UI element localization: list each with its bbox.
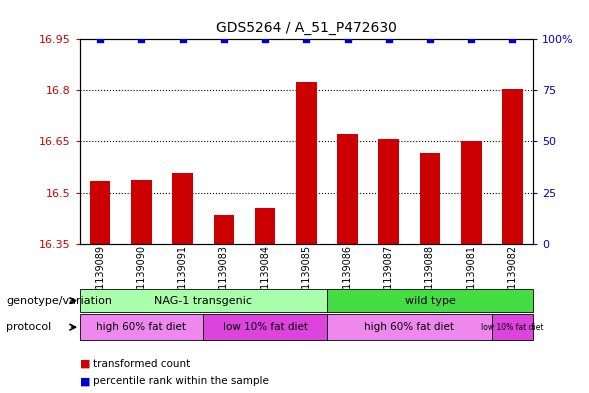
Text: low 10% fat diet: low 10% fat diet	[481, 323, 544, 332]
Bar	[378, 139, 399, 244]
Point	[425, 36, 435, 42]
Bar	[296, 82, 317, 244]
Text: high 60% fat diet: high 60% fat diet	[97, 322, 186, 332]
Point	[302, 36, 311, 42]
Text: transformed count: transformed count	[93, 358, 190, 369]
Text: NAG-1 transgenic: NAG-1 transgenic	[154, 296, 252, 306]
Text: protocol: protocol	[6, 322, 51, 332]
Bar	[502, 89, 523, 244]
Text: percentile rank within the sample: percentile rank within the sample	[93, 376, 269, 386]
Point	[508, 36, 517, 42]
Text: ■: ■	[80, 376, 90, 386]
Bar	[254, 208, 275, 244]
Point	[219, 36, 229, 42]
Bar	[337, 134, 358, 244]
Text: wild type: wild type	[405, 296, 455, 306]
Text: low 10% fat diet: low 10% fat diet	[223, 322, 307, 332]
Point	[466, 36, 476, 42]
Point	[178, 36, 187, 42]
Point	[343, 36, 352, 42]
Bar	[90, 181, 110, 244]
Bar	[172, 173, 193, 244]
Bar	[461, 141, 482, 244]
Point	[95, 36, 105, 42]
Text: high 60% fat diet: high 60% fat diet	[365, 322, 454, 332]
Title: GDS5264 / A_51_P472630: GDS5264 / A_51_P472630	[216, 22, 397, 35]
Bar	[131, 180, 152, 244]
Point	[260, 36, 270, 42]
Bar	[213, 215, 234, 244]
Text: ■: ■	[80, 358, 90, 369]
Text: genotype/variation: genotype/variation	[6, 296, 112, 306]
Bar	[419, 153, 440, 244]
Point	[384, 36, 393, 42]
Point	[137, 36, 146, 42]
